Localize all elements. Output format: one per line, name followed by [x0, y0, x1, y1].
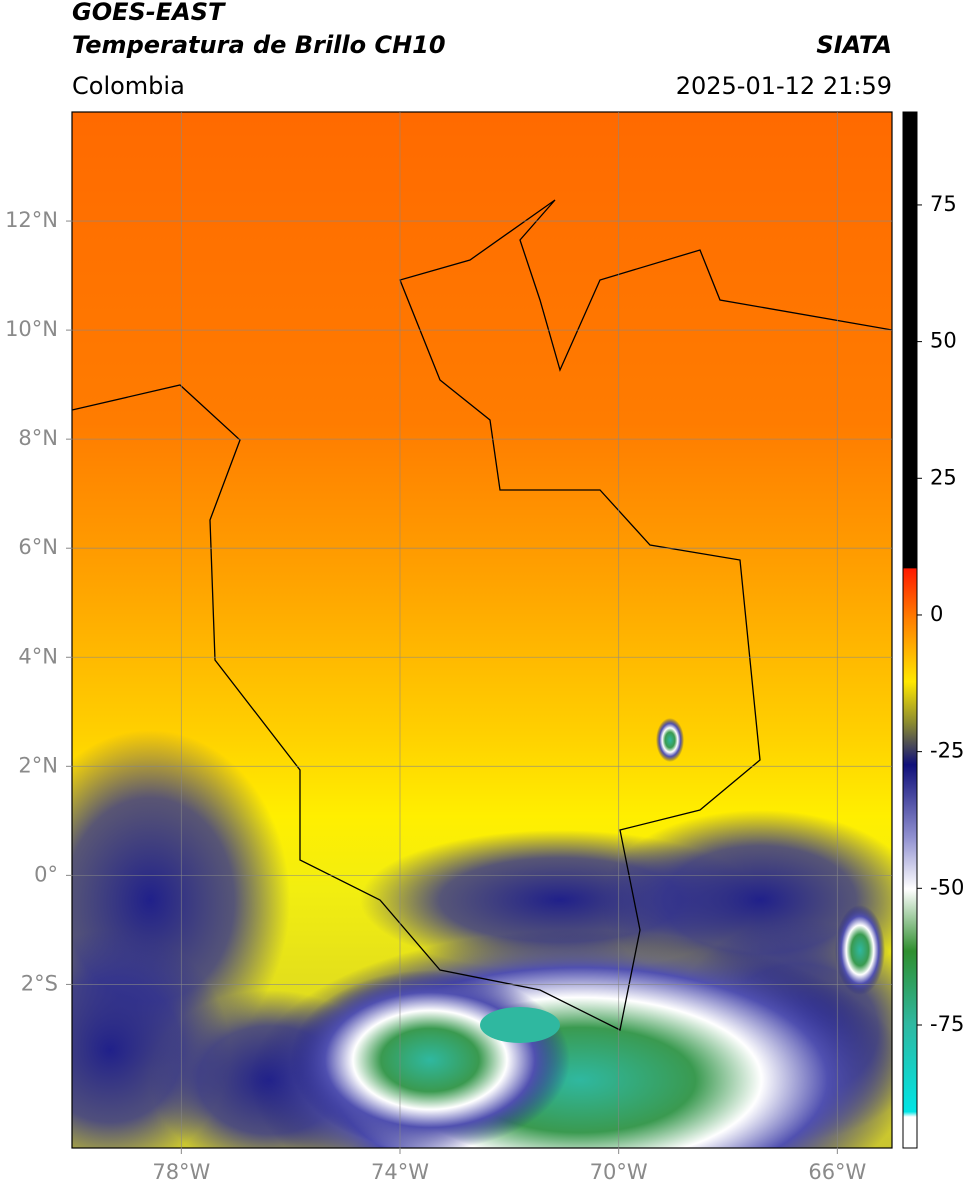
- colorbar-label: -50: [930, 875, 964, 899]
- imagery: [72, 112, 892, 1148]
- colorbar-label: -75: [930, 1012, 964, 1036]
- y-tick-label: 6°N: [18, 535, 58, 559]
- region: Colombia: [72, 72, 185, 100]
- x-tick-label: 66°W: [808, 1160, 866, 1184]
- y-tick-label: 2°S: [21, 971, 58, 995]
- colorbar-label: 50: [930, 329, 957, 353]
- y-tick-label: 12°N: [5, 208, 58, 232]
- y-tick-label: 10°N: [5, 317, 58, 341]
- x-tick-label: 70°W: [590, 1160, 648, 1184]
- source: SIATA: [816, 31, 892, 59]
- colorbar-label: -25: [930, 739, 964, 763]
- colorbar-label: 0: [930, 602, 943, 626]
- colorbar: [902, 111, 918, 1149]
- colorbar-label: 75: [930, 192, 957, 216]
- x-tick-label: 74°W: [371, 1160, 429, 1184]
- y-tick-label: 4°N: [18, 644, 58, 668]
- y-tick-label: 0°: [34, 862, 58, 886]
- timestamp: 2025-01-12 21:59: [676, 72, 892, 100]
- colorbar-label: 25: [930, 465, 957, 489]
- y-tick-label: 8°N: [18, 426, 58, 450]
- y-tick-label: 2°N: [18, 753, 58, 777]
- map-frame: [71, 111, 893, 1149]
- subtitle: Temperatura de Brillo CH10: [72, 31, 446, 59]
- title: GOES-EAST: [72, 0, 226, 26]
- x-tick-label: 78°W: [152, 1160, 210, 1184]
